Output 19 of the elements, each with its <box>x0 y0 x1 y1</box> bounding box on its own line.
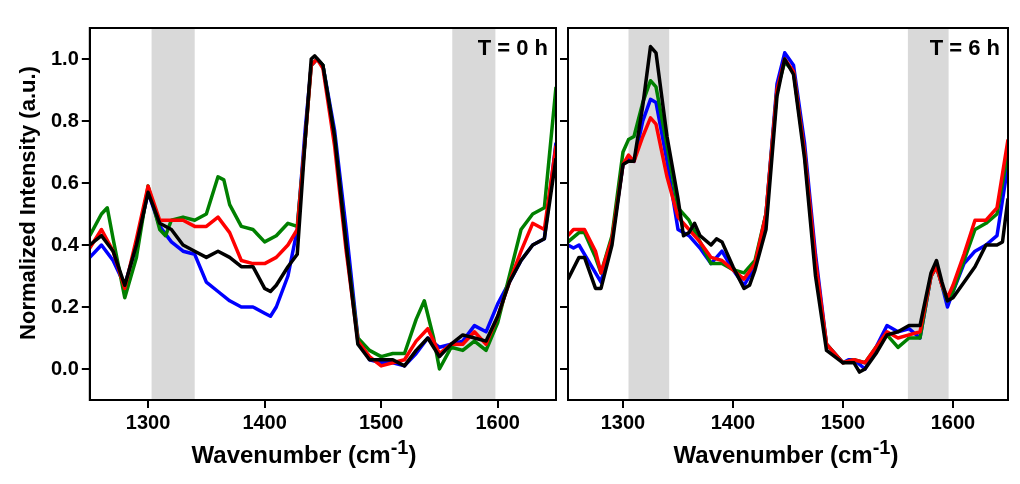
y-tick-label: 0.4 <box>50 232 80 255</box>
x-tick-label: 1300 <box>125 410 171 433</box>
x-axis-title: Wavenumber (cm$^{-1}$) <box>190 436 418 469</box>
x-tick-label: 1500 <box>358 410 404 433</box>
x-tick-label: 1600 <box>475 410 520 433</box>
annotation: T = 6 h <box>929 35 1000 61</box>
y-tick-label: 0.6 <box>50 170 79 193</box>
x-tick-label: 1400 <box>242 410 287 433</box>
x-axis-title: Wavenumber (cm$^{-1}$) <box>672 436 900 469</box>
x-tick-label: 1600 <box>930 410 976 433</box>
annotation: T = 0 h <box>477 35 548 61</box>
y-tick-label: 0.2 <box>50 294 79 317</box>
y-tick-label: 1.0 <box>50 46 79 69</box>
x-tick-label: 1400 <box>710 410 756 433</box>
y-axis-title: Normalized Intensity (a.u.) <box>15 66 41 340</box>
x-tick-label: 1500 <box>820 410 866 433</box>
y-tick-label: 0.0 <box>50 356 79 379</box>
y-tick-label: 0.8 <box>50 108 79 131</box>
x-tick-label: 1300 <box>600 410 646 433</box>
